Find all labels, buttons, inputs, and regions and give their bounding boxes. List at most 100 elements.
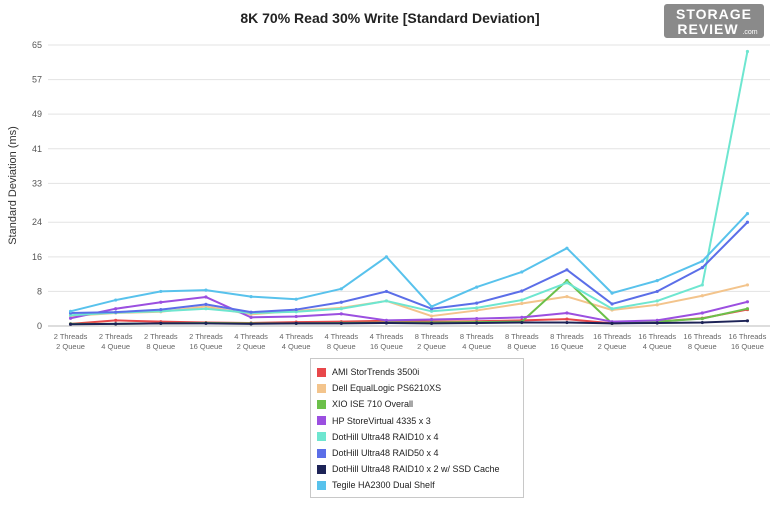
- data-point-s1-15: [745, 283, 750, 287]
- data-point-s7-9: [475, 285, 479, 289]
- legend-item[interactable]: DotHill Ultra48 RAID50 x 4: [317, 445, 517, 461]
- x-tick-label-threads: 8 Threads: [415, 332, 449, 341]
- x-tick-label-queue: 8 Queue: [146, 342, 175, 351]
- data-point-s3-14: [700, 311, 704, 315]
- legend-item[interactable]: DotHill Ultra48 RAID10 x 2 w/ SSD Cache: [317, 461, 517, 477]
- legend-label: HP StoreVirtual 4335 x 3: [332, 415, 431, 426]
- y-tick-label: 49: [32, 109, 42, 119]
- x-tick-label-threads: 4 Threads: [279, 332, 313, 341]
- legend-swatch: [317, 399, 326, 409]
- data-point-s5-13: [655, 289, 659, 294]
- data-point-s3-13: [655, 318, 659, 322]
- x-tick-label-queue: 2 Queue: [56, 342, 85, 351]
- data-point-s5-4: [249, 310, 253, 314]
- data-point-s5-5: [294, 307, 298, 312]
- x-tick-label-threads: 2 Threads: [144, 332, 178, 341]
- x-tick-label-threads: 2 Threads: [189, 332, 223, 341]
- data-point-s7-6: [339, 287, 343, 291]
- legend-swatch: [317, 464, 326, 474]
- x-tick-label-queue: 8 Queue: [507, 342, 536, 351]
- data-point-s5-9: [475, 301, 479, 305]
- logo-suffix: .com: [742, 29, 757, 36]
- data-point-s6-8: [429, 321, 434, 326]
- y-tick-label: 24: [32, 217, 42, 227]
- legend-swatch: [317, 383, 326, 393]
- series-line-3: [70, 296, 748, 323]
- chart-legend: AMI StorTrends 3500i Dell EqualLogic PS62…: [310, 358, 524, 498]
- data-point-s5-3: [204, 302, 208, 306]
- data-point-s1-8: [429, 314, 434, 318]
- legend-swatch: [317, 367, 326, 377]
- data-point-s4-6: [339, 307, 343, 311]
- data-point-s7-15: [745, 212, 750, 216]
- data-point-s5-7: [384, 289, 389, 294]
- y-axis-label: Standard Deviation (ms): [7, 126, 19, 245]
- data-point-s3-8: [429, 317, 434, 322]
- data-point-s4-3: [204, 307, 208, 311]
- x-tick-label-threads: 8 Threads: [550, 332, 584, 341]
- legend-swatch: [317, 416, 326, 426]
- x-tick-label-queue: 2 Queue: [417, 342, 446, 351]
- data-point-s6-2: [159, 321, 163, 326]
- y-tick-label: 8: [37, 286, 42, 296]
- y-tick-label: 65: [32, 40, 42, 50]
- x-tick-label-queue: 16 Queue: [731, 342, 764, 351]
- line-chart: 0 8 16 24 33 41 49 57 65 Standard Deviation (ms) 2…: [7, 40, 770, 351]
- data-point-s6-9: [475, 321, 479, 325]
- data-point-s3-11: [565, 311, 569, 315]
- y-tick-label: 33: [32, 178, 42, 188]
- legend-item[interactable]: DotHill Ultra48 RAID10 x 4: [317, 429, 517, 445]
- data-point-s5-11: [565, 268, 569, 272]
- data-point-s2-15: [745, 307, 750, 311]
- data-point-s3-2: [159, 300, 163, 304]
- storagereview-logo: STORAGE REVIEW .com: [664, 4, 764, 38]
- x-tick-label-queue: 4 Queue: [462, 342, 491, 351]
- data-point-s7-5: [294, 297, 298, 301]
- x-tick-label-queue: 8 Queue: [327, 342, 356, 351]
- x-tick-label-queue: 16 Queue: [550, 342, 583, 351]
- data-point-s7-8: [429, 304, 434, 309]
- data-point-s3-10: [520, 315, 524, 319]
- data-point-s7-13: [655, 279, 659, 283]
- data-point-s4-11: [565, 281, 569, 285]
- data-point-s1-13: [655, 303, 659, 307]
- data-point-s6-4: [249, 322, 253, 326]
- data-point-s3-0: [68, 316, 73, 320]
- data-point-s5-10: [520, 289, 524, 293]
- data-point-s5-6: [339, 300, 343, 304]
- legend-item[interactable]: XIO ISE 710 Overall: [317, 396, 517, 412]
- data-point-s6-3: [204, 321, 208, 326]
- data-point-s1-10: [520, 301, 524, 306]
- legend-item[interactable]: Tegile HA2300 Dual Shelf: [317, 477, 517, 493]
- data-point-s0-11: [565, 317, 569, 321]
- legend-label: Tegile HA2300 Dual Shelf: [332, 480, 435, 491]
- data-point-s5-14: [700, 266, 704, 270]
- data-point-s6-11: [565, 320, 569, 325]
- data-point-s7-1: [114, 298, 118, 302]
- data-point-s4-10: [520, 298, 524, 302]
- data-point-s4-7: [384, 299, 389, 303]
- data-point-s7-0: [68, 309, 73, 313]
- data-point-s7-2: [159, 289, 163, 294]
- chart-title: 8K 70% Read 30% Write [Standard Deviatio…: [240, 10, 540, 26]
- data-point-s1-11: [565, 295, 569, 299]
- data-point-s7-4: [249, 295, 253, 299]
- data-point-s3-5: [294, 314, 298, 319]
- logo-background: [664, 4, 764, 38]
- data-point-s6-12: [610, 321, 614, 326]
- x-tick-label-threads: 16 Threads: [638, 332, 676, 341]
- x-tick-label-threads: 16 Threads: [729, 332, 767, 341]
- legend-item[interactable]: Dell EqualLogic PS6210XS: [317, 380, 517, 396]
- y-tick-label: 0: [37, 321, 42, 331]
- data-point-s4-14: [700, 283, 704, 287]
- data-point-s1-14: [700, 294, 704, 298]
- x-tick-label-threads: 8 Threads: [505, 332, 539, 341]
- legend-item[interactable]: HP StoreVirtual 4335 x 3: [317, 413, 517, 429]
- logo-line1: STORAGE: [676, 6, 752, 22]
- legend-item[interactable]: AMI StorTrends 3500i: [317, 364, 517, 380]
- data-point-s4-8: [429, 309, 434, 313]
- data-point-s0-1: [114, 318, 118, 322]
- data-point-s7-10: [520, 270, 524, 274]
- data-point-s6-7: [384, 321, 389, 325]
- data-point-s4-15: [745, 49, 750, 54]
